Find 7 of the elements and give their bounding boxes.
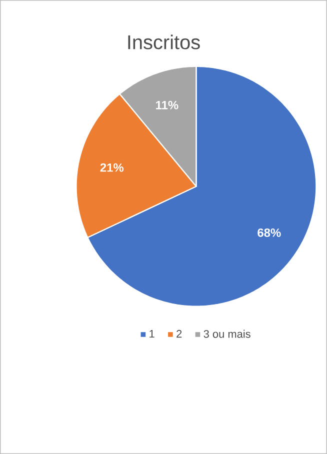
legend-label: 3 ou mais: [204, 330, 250, 338]
legend-label: 2: [176, 330, 182, 338]
legend-label: 1: [150, 330, 154, 338]
data-label: 21%: [100, 163, 124, 172]
chart-title: Inscritos: [128, 34, 200, 50]
data-label: 68%: [258, 228, 281, 237]
data-label: 11%: [156, 100, 178, 110]
